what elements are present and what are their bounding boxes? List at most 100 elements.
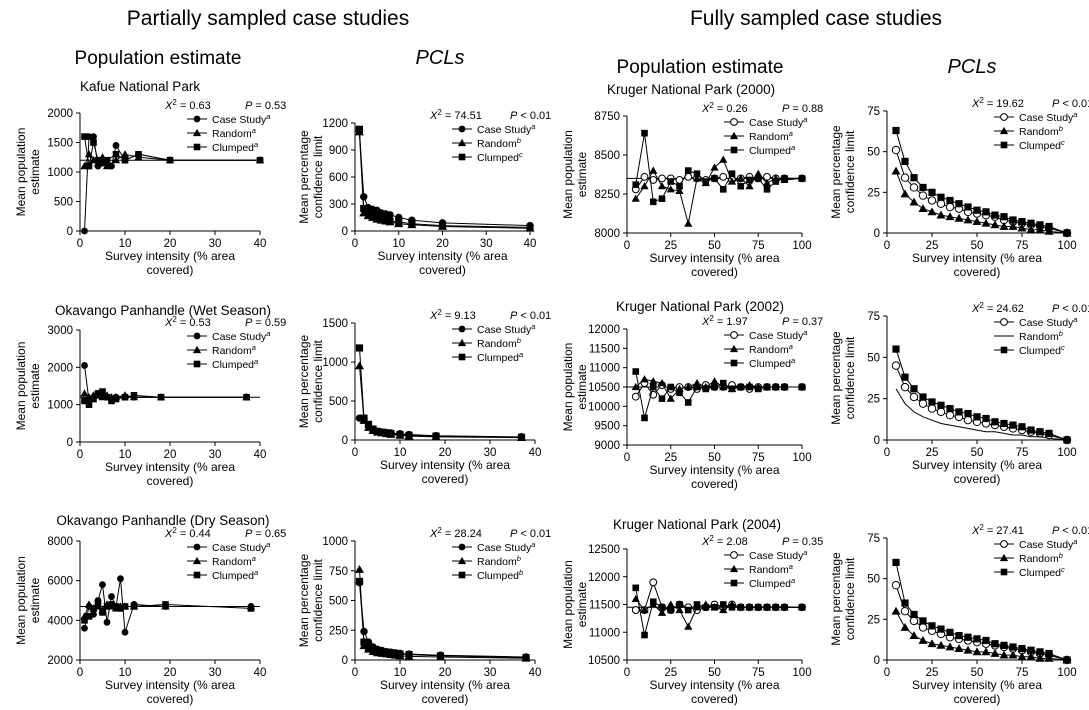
data-point (963, 215, 973, 224)
data-point (1000, 213, 1008, 221)
x-axis-label: Survey intensity (% area (649, 463, 779, 477)
data-point (103, 603, 111, 610)
data-point (936, 199, 946, 208)
x-tick-label: 20 (164, 238, 177, 250)
chi-superscript: 2 (709, 101, 714, 110)
data-point (900, 606, 910, 616)
data-point (387, 649, 395, 657)
data-point (1035, 653, 1045, 662)
legend-marker (1000, 113, 1008, 121)
x-axis-label: covered) (422, 692, 469, 706)
chi-value: = 28.24 (442, 528, 482, 540)
p-rest: < 0.01 (1059, 525, 1089, 537)
data-point (81, 227, 88, 235)
data-point (1036, 428, 1044, 436)
data-point (666, 394, 675, 402)
chi-square-label: X2 = 0.44 (164, 526, 211, 540)
panel-kruger2000_pop: Kruger National Park (2000) 8000 8250 8500 8… (561, 82, 823, 279)
data-point (728, 385, 736, 393)
p-value-label: P = 0.53 (245, 100, 286, 112)
subheader-pcls-left: PCLs (416, 47, 465, 69)
data-point (1036, 648, 1044, 656)
data-point (1008, 650, 1018, 659)
data-point (640, 375, 649, 383)
y-tick-label: 10000 (588, 401, 620, 413)
legend-marker (729, 131, 739, 140)
data-point (408, 220, 416, 228)
legend-sup: a (266, 112, 270, 121)
y-tick-label: 0 (67, 437, 73, 449)
y-tick-label: 1000 (322, 357, 348, 369)
legend-name: Random (477, 556, 517, 568)
legend-marker (193, 543, 201, 551)
data-point (526, 223, 534, 231)
data-point (684, 219, 693, 227)
x-tick-label: 0 (77, 449, 83, 461)
series-random (895, 388, 1068, 441)
data-point (121, 393, 129, 401)
data-point (963, 645, 973, 654)
data-point (360, 627, 368, 636)
data-point (991, 640, 999, 648)
data-point (377, 215, 385, 223)
x-axis-label: Survey intensity (% area (377, 249, 507, 263)
data-point (1017, 652, 1027, 661)
data-point (631, 382, 640, 391)
data-point (649, 166, 658, 174)
data-point (918, 399, 928, 408)
data-point (658, 395, 666, 402)
legend-marker (458, 571, 466, 579)
data-point (772, 178, 780, 185)
data-point (945, 212, 955, 221)
data-point (649, 198, 657, 206)
data-point (1063, 229, 1071, 237)
chi-square-label: X2 = 9.13 (429, 308, 476, 322)
data-point (754, 385, 762, 393)
data-point (112, 395, 120, 403)
panel-title: Kruger National Park (2004) (613, 517, 781, 532)
x-tick-label: 0 (884, 447, 890, 459)
x-axis-label: Survey intensity (% area (649, 678, 779, 692)
x-tick-label: 100 (1057, 667, 1076, 679)
data-point (631, 392, 640, 401)
chi-superscript: 2 (172, 315, 177, 324)
x-tick-label: 20 (164, 449, 177, 461)
data-point (438, 222, 447, 230)
x-axis-label: covered) (147, 263, 194, 277)
chi-superscript: 2 (979, 96, 984, 105)
data-point (81, 362, 88, 369)
x-tick-label: 25 (926, 667, 939, 679)
y-axis-label: Mean percentage (297, 334, 311, 428)
panel-kruger2004_pcl: 0 25 50 75 0 25 50 75 100 Survey intensity (% are… (829, 523, 1089, 706)
legend-label: Case Studya (749, 548, 807, 562)
p-rest: < 0.01 (517, 310, 551, 322)
legend-name: Case Study (212, 114, 267, 126)
data-point (746, 383, 753, 391)
data-point (918, 191, 928, 200)
legend-marker (1000, 540, 1008, 548)
legend-marker (1000, 318, 1008, 326)
data-point (355, 344, 364, 352)
chi-superscript: 2 (709, 314, 714, 323)
data-point (112, 603, 120, 610)
legend-name: Random (749, 344, 789, 356)
series-case-study (891, 145, 1072, 238)
y-axis-label: Mean population (561, 130, 575, 219)
y-tick-label: 11000 (589, 627, 620, 639)
data-point (632, 181, 640, 188)
legend-sup: a (789, 129, 793, 138)
subheader-pcls-right: PCLs (948, 56, 997, 78)
x-axis-label: Survey intensity (% area (105, 678, 235, 692)
data-point (891, 166, 901, 175)
legend-sup: b (1059, 551, 1063, 560)
y-tick-label: 10500 (588, 382, 620, 394)
legend-label: Randomb (477, 554, 521, 568)
legend-name: Case Study (1019, 112, 1074, 124)
data-point (719, 155, 728, 163)
data-point (901, 599, 909, 607)
data-point (955, 632, 963, 640)
y-axis-label: Mean population (14, 556, 28, 645)
series-clumped (81, 388, 250, 408)
data-point (649, 176, 658, 184)
data-point (719, 605, 728, 614)
